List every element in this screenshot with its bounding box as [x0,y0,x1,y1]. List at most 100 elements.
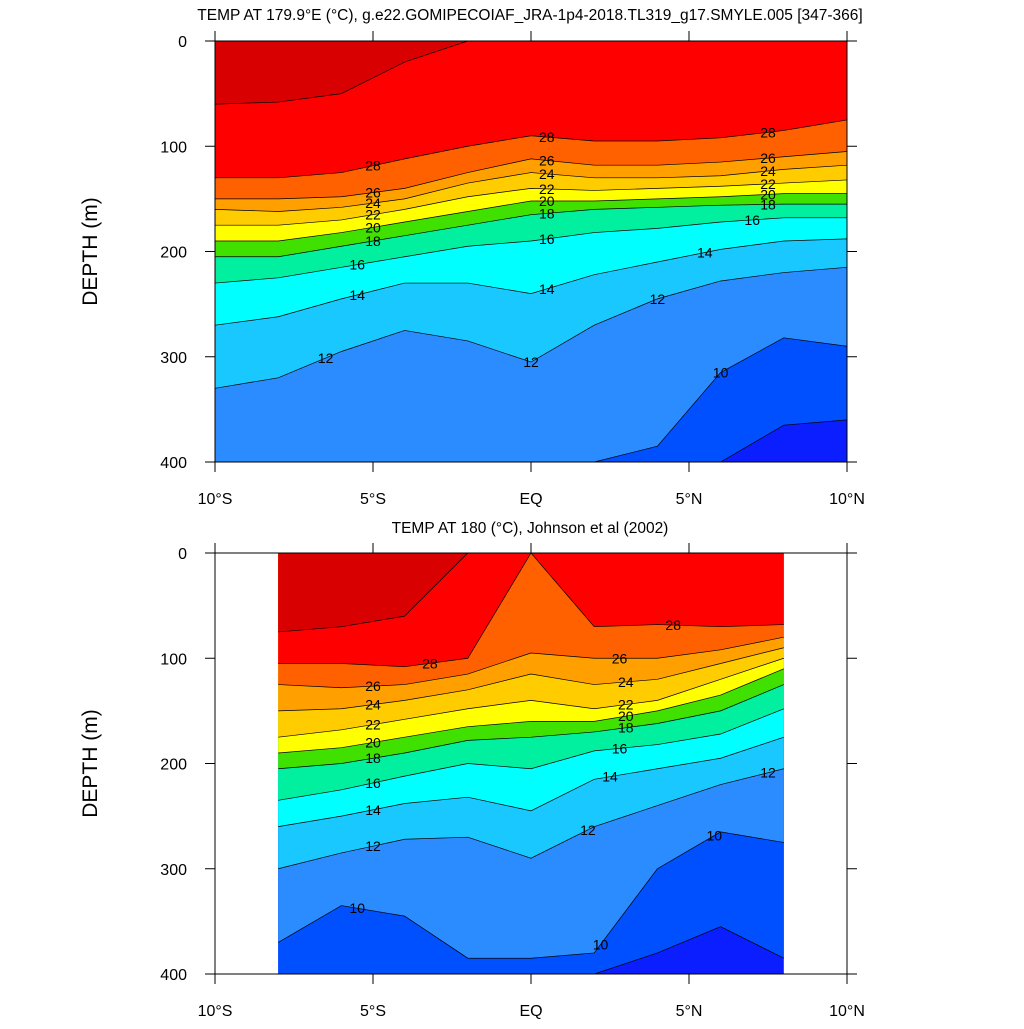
isotherm [215,419,847,462]
isotherm [215,266,847,389]
contour-label: 22 [539,181,555,197]
isotherm [278,668,784,754]
x-tick-label: 5°S [360,1003,386,1020]
x-tick-label: 5°N [676,491,703,508]
contour-label: 18 [365,750,381,766]
x-tick-label: 10°S [198,491,233,508]
isotherm [215,337,847,462]
x-tick-label: 10°N [829,491,865,508]
isotherm [215,193,847,242]
chart-title: TEMP AT 180 (°C), Johnson et al (2002) [392,520,669,537]
contour-label: 26 [612,650,628,666]
isotherm [215,164,847,212]
isotherm [278,636,784,689]
contour-label: 28 [365,158,381,174]
contour-label: 10 [349,900,365,916]
x-tick-label: 5°N [676,1003,703,1020]
contour-label: 16 [612,740,628,756]
x-tick-label: EQ [519,1003,542,1020]
contour-label: 24 [760,163,776,179]
y-axis-label: DEPTH (m) [79,709,102,818]
isotherm [278,553,784,668]
contour-label: 22 [365,207,381,223]
contour-label: 26 [365,678,381,694]
contour-label: 24 [539,166,555,182]
contour-label: 28 [539,129,555,145]
contour-label: 12 [523,354,539,370]
contour-label: 12 [318,350,334,366]
y-axis-label: DEPTH (m) [79,197,102,306]
contour-label: 20 [365,219,381,235]
contour-label: 20 [365,734,381,750]
contour-label: 28 [665,617,681,633]
x-tick-label: 10°S [198,1003,233,1020]
contour-label: 18 [539,205,555,221]
isotherm [278,647,784,712]
contour-label: 12 [365,838,381,854]
contour-label: 24 [365,697,381,713]
isotherm [278,708,784,801]
contour-label: 26 [760,150,776,166]
contour-label: 16 [349,257,365,273]
isotherm [278,926,784,974]
contour-label: 14 [539,281,555,297]
isotherm [215,238,847,326]
contour-label: 24 [618,674,634,690]
isotherm [278,657,784,738]
contour-label: 14 [349,287,365,303]
y-tick-label: 0 [178,34,187,51]
isotherm [215,119,847,179]
contour-label: 20 [760,186,776,202]
isotherm [215,203,847,258]
contour-label: 10 [593,937,609,953]
contour-label: 28 [422,655,438,671]
isotherm [215,217,847,284]
contour-label: 18 [365,233,381,249]
y-tick-label: 400 [160,967,187,984]
contour-label: 22 [618,697,634,713]
contour-label: 14 [365,802,381,818]
plot [278,553,784,974]
contour-label: 26 [539,152,555,168]
contour-label: 24 [365,195,381,211]
contour-label: 16 [539,231,555,247]
contour-label: 22 [760,176,776,192]
isotherm [278,831,784,959]
y-tick-label: 300 [160,350,187,367]
contour-label: 14 [697,245,713,261]
x-tick-label: 10°N [829,1003,865,1020]
y-tick-label: 200 [160,245,187,262]
contour-label: 12 [650,291,666,307]
contour-label: 16 [365,775,381,791]
isotherm [278,768,784,870]
y-tick-label: 0 [178,546,187,563]
contour-label: 26 [365,185,381,201]
x-tick-label: EQ [519,491,542,508]
contour-label: 10 [706,828,722,844]
contour-label: 18 [618,720,634,736]
contour-label: 20 [539,193,555,209]
contour-label: 12 [760,765,776,781]
contour-label: 14 [602,769,618,785]
isotherm [215,151,847,200]
contour-label: 28 [760,124,776,140]
y-tick-label: 300 [160,862,187,879]
y-tick-label: 100 [160,651,187,668]
isotherm [278,736,784,827]
contour-label: 10 [713,365,729,381]
isotherm [278,684,784,770]
contour-label: 22 [365,717,381,733]
isotherm [215,41,847,105]
contour-label: 12 [580,822,596,838]
contour-band [215,41,847,105]
contour-label: 20 [618,708,634,724]
x-tick-label: 5°S [360,491,386,508]
y-tick-label: 200 [160,757,187,774]
contour-label: 16 [744,212,760,228]
plot [215,41,847,462]
isotherm [278,553,784,633]
chart-title: TEMP AT 179.9°E (°C), g.e22.GOMIPECOIAF_… [197,7,862,24]
contour-band [278,553,784,632]
isotherm [215,179,847,226]
